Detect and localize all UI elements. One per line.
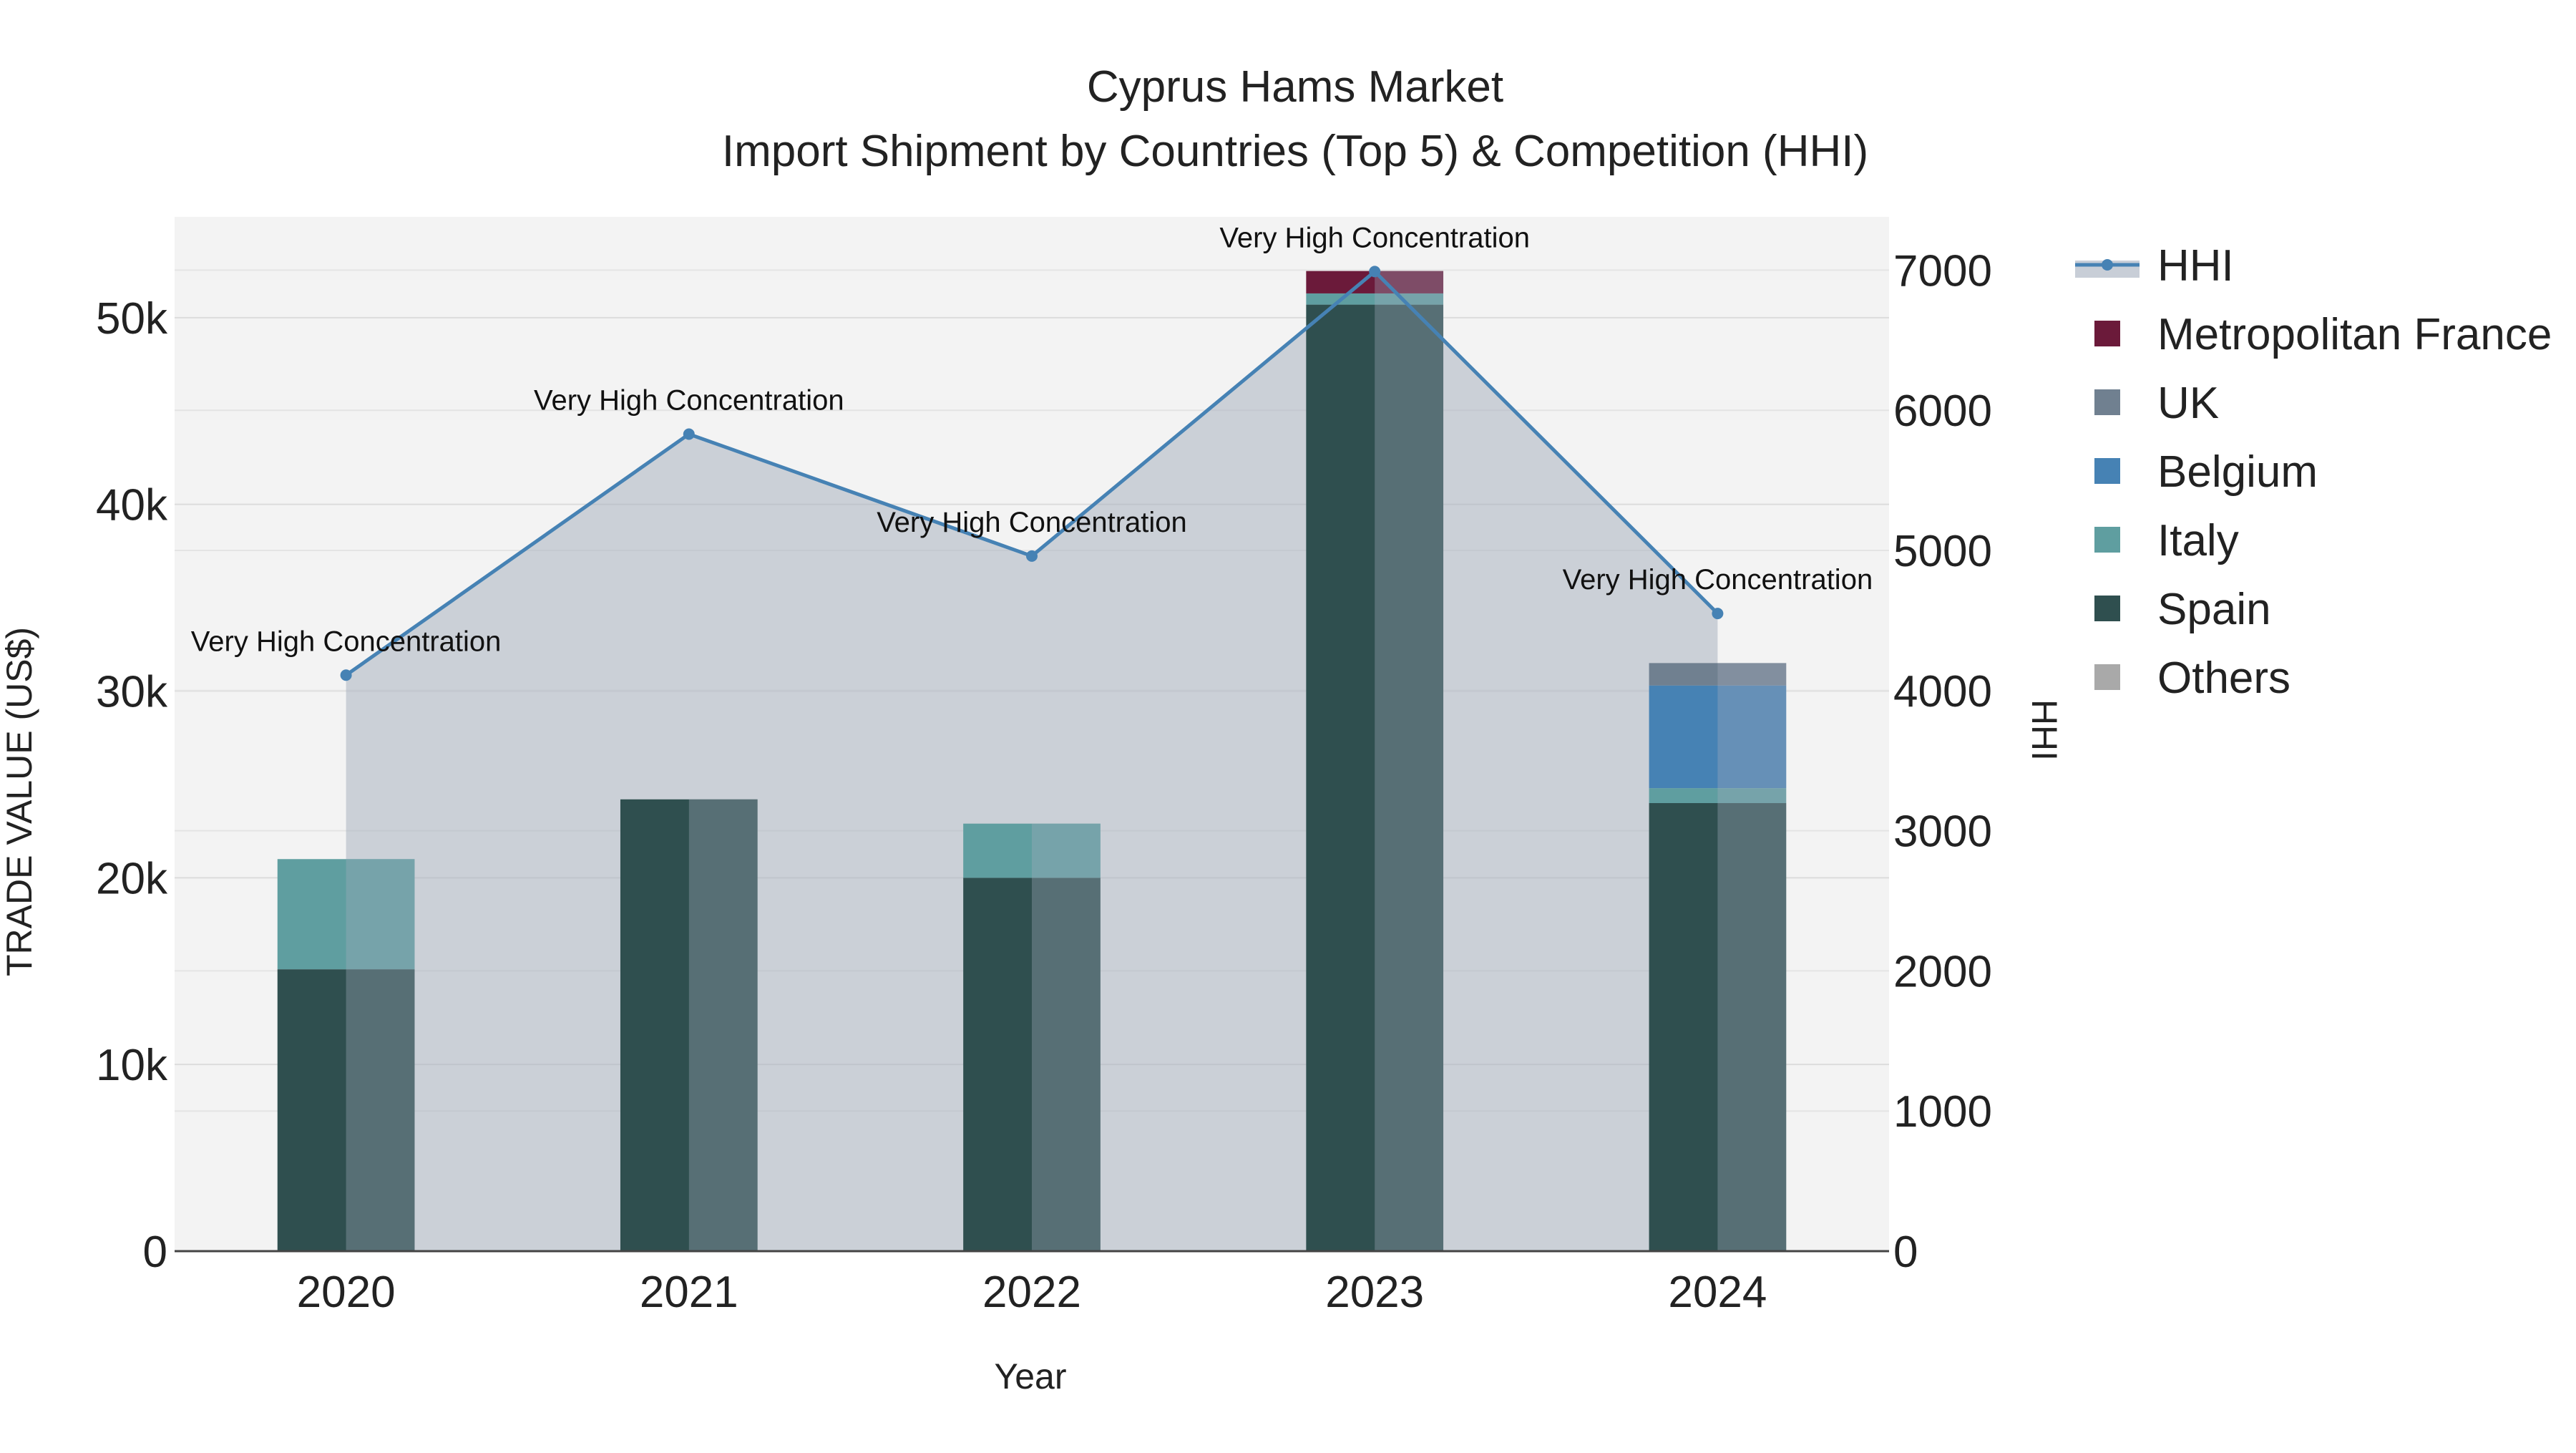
legend-label: HHI [2157, 241, 2234, 291]
hhi-annotation: Very High Concentration [877, 507, 1187, 538]
legend-swatch-spain [2094, 596, 2120, 621]
y2-tick-label: 4000 [1893, 667, 1992, 716]
hhi-point-2024 [1712, 608, 1724, 620]
x-tick-label: 2022 [982, 1268, 1081, 1317]
bar-italy-2024 [1649, 788, 1787, 804]
legend-label: Metropolitan France [2157, 310, 2552, 359]
y-tick-label: 0 [143, 1228, 167, 1277]
y2-tick-label: 1000 [1893, 1087, 1992, 1137]
x-tick-label: 2024 [1668, 1268, 1767, 1317]
y-axis-title: TRADE VALUE (US$) [0, 627, 39, 976]
y-tick-label: 10k [96, 1041, 168, 1090]
x-axis-title: Year [994, 1356, 1066, 1396]
bar-italy-2020 [277, 859, 415, 970]
chart-title: Cyprus Hams Market [1087, 62, 1503, 112]
hhi-point-2023 [1369, 266, 1381, 278]
y2-tick-label: 5000 [1893, 527, 1992, 576]
y-tick-label: 40k [96, 481, 168, 530]
bar-spain-2024 [1649, 803, 1787, 1251]
legend-swatch-belgium [2094, 458, 2120, 484]
hhi-overlay-2022 [1032, 823, 1101, 1251]
legend-hhi-marker [2102, 259, 2113, 271]
legend-swatch-italy [2094, 527, 2120, 553]
hhi-overlay-2023 [1375, 271, 1444, 1251]
y2-tick-label: 0 [1893, 1228, 1918, 1277]
hhi-overlay-2021 [688, 799, 758, 1251]
x-tick-label: 2020 [297, 1268, 396, 1317]
legend: HHI Metropolitan France UK Belgium Italy Spai… [2075, 241, 2552, 703]
y2-tick-label: 6000 [1893, 387, 1992, 436]
bar-uk-2024 [1649, 663, 1787, 686]
hhi-annotation: Very High Concentration [534, 384, 844, 416]
hhi-annotation: Very High Concentration [1563, 564, 1873, 596]
y-tick-label: 20k [96, 854, 168, 903]
hhi-annotation: Very High Concentration [1219, 222, 1530, 253]
x-tick-label: 2021 [640, 1268, 738, 1317]
bar-italy-2022 [963, 823, 1101, 878]
y2-tick-label: 3000 [1893, 807, 1992, 857]
y2-tick-label: 7000 [1893, 246, 1992, 296]
bar-spain-2021 [620, 799, 758, 1251]
legend-label: Spain [2157, 585, 2271, 634]
legend-label: Others [2157, 653, 2290, 703]
hhi-overlay-2020 [346, 859, 415, 1251]
hhi-overlay-2024 [1717, 663, 1787, 1251]
legend-label: Belgium [2157, 447, 2318, 497]
hhi-point-2021 [683, 428, 695, 440]
legend-label: Italy [2157, 516, 2239, 565]
chart-subtitle: Import Shipment by Countries (Top 5) & C… [722, 127, 1868, 176]
legend-swatch-metropolitan-france [2094, 321, 2120, 346]
bar-belgium-2024 [1649, 685, 1787, 789]
y2-axis-title: HHI [2024, 699, 2064, 761]
hhi-point-2020 [340, 669, 352, 681]
bar-spain-2022 [963, 878, 1101, 1251]
legend-swatch-others [2094, 664, 2120, 690]
bar-spain-2023 [1306, 304, 1444, 1252]
y-tick-label: 50k [96, 294, 168, 344]
hhi-point-2022 [1026, 550, 1038, 562]
y-tick-label: 30k [96, 668, 168, 717]
y2-tick-label: 2000 [1893, 947, 1992, 996]
x-tick-label: 2023 [1325, 1268, 1424, 1317]
bar-spain-2020 [277, 969, 415, 1251]
legend-label: UK [2157, 379, 2219, 428]
hhi-annotation: Very High Concentration [191, 626, 502, 657]
legend-swatch-uk [2094, 389, 2120, 415]
